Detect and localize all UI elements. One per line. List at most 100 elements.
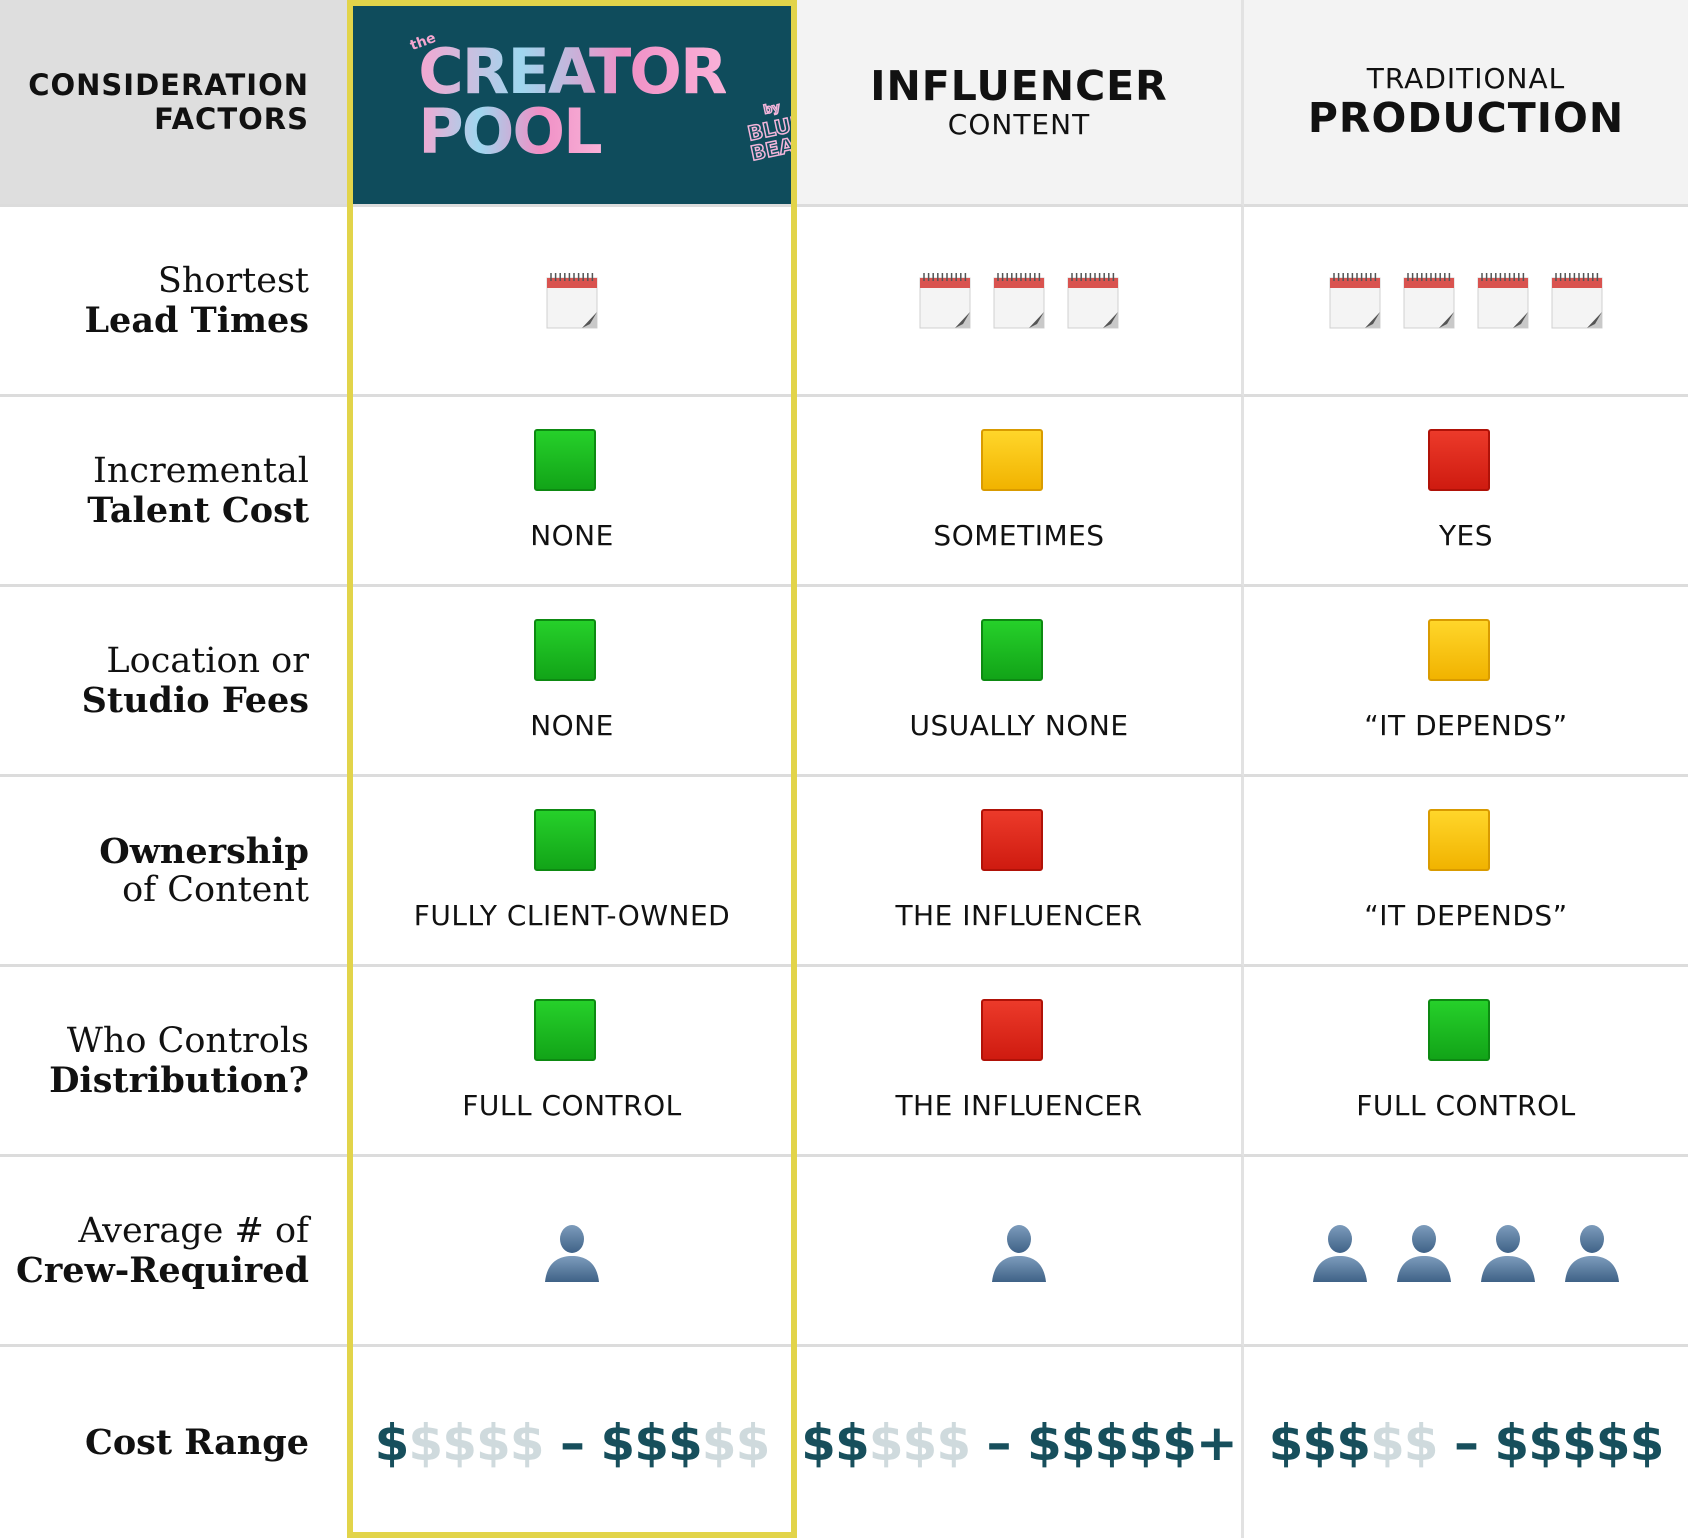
- creator-crew: [350, 1157, 797, 1347]
- cost-dash: –: [1437, 1413, 1495, 1472]
- status-label: USUALLY NONE: [909, 709, 1129, 742]
- calendar-icon: [1551, 272, 1603, 330]
- factor-line1: Average # of: [78, 1210, 309, 1251]
- status-square: [534, 429, 596, 491]
- cost-low-dark: $$$: [1268, 1413, 1371, 1472]
- cost-dash: –: [970, 1413, 1027, 1472]
- status-label: “IT DEPENDS”: [1364, 899, 1568, 932]
- traditional-studio-fees: “IT DEPENDS”: [1244, 587, 1688, 777]
- calendar-icon: [919, 272, 971, 330]
- traditional-cost-range: $$$$$ – $$$$$: [1244, 1347, 1688, 1538]
- creator-talent-cost: NONE: [350, 397, 797, 587]
- cost-low-light: $$: [1370, 1413, 1439, 1472]
- factor-ownership: Ownership of Content: [0, 777, 350, 967]
- person-icon: [1561, 1220, 1623, 1282]
- cost-high-light: $$: [701, 1413, 771, 1472]
- cost-high-dark: $$$$$: [1494, 1413, 1664, 1472]
- factor-talent-cost: Incremental Talent Cost: [0, 397, 350, 587]
- cost-range: $$$$$ – $$$$$+: [801, 1413, 1238, 1472]
- status-label: FULL CONTROL: [1356, 1089, 1576, 1122]
- factor-line2: Distribution?: [49, 1059, 309, 1101]
- status-square: [1428, 429, 1490, 491]
- status-label: “IT DEPENDS”: [1364, 709, 1568, 742]
- traditional-crew: [1244, 1157, 1688, 1347]
- creator-pool-logo: the CREATOR POOL by BLUE BEAR: [408, 30, 812, 168]
- header-influencer-title: INFLUENCER: [870, 62, 1168, 110]
- status-label: THE INFLUENCER: [895, 1089, 1143, 1122]
- status-label: SOMETIMES: [933, 519, 1105, 552]
- factor-line1: Incremental: [93, 450, 309, 491]
- person-icon: [1309, 1220, 1371, 1282]
- cost-low-dark: $$: [801, 1413, 870, 1472]
- calendar-icon: [546, 272, 598, 330]
- header-factors-line2: FACTORS: [154, 102, 309, 136]
- influencer-distribution: THE INFLUENCER: [797, 967, 1244, 1157]
- calendar-icon: [1403, 272, 1455, 330]
- influencer-crew: [797, 1157, 1244, 1347]
- status-label: THE INFLUENCER: [895, 899, 1143, 932]
- person-icon: [988, 1220, 1050, 1282]
- person-icon: [541, 1220, 603, 1282]
- factor-crew: Average # of Crew-Required: [0, 1157, 350, 1347]
- factor-line1: Who Controls: [66, 1020, 309, 1061]
- cost-dash: –: [543, 1413, 601, 1472]
- header-factors-line1: CONSIDERATION: [28, 68, 309, 102]
- calendar-icon: [1067, 272, 1119, 330]
- factor-studio-fees: Location or Studio Fees: [0, 587, 350, 777]
- cost-low-light: $$$$: [408, 1413, 544, 1472]
- traditional-distribution: FULL CONTROL: [1244, 967, 1688, 1157]
- influencer-studio-fees: USUALLY NONE: [797, 587, 1244, 777]
- factor-lead-times: Shortest Lead Times: [0, 207, 350, 397]
- influencer-ownership: THE INFLUENCER: [797, 777, 1244, 967]
- header-influencer-content: INFLUENCER CONTENT: [797, 0, 1244, 207]
- traditional-talent-cost: YES: [1244, 397, 1688, 587]
- factor-distribution: Who Controls Distribution?: [0, 967, 350, 1157]
- status-square: [1428, 619, 1490, 681]
- status-square: [981, 809, 1043, 871]
- cost-range: $$$$$ – $$$$$: [1268, 1413, 1665, 1472]
- calendar-icon: [1477, 272, 1529, 330]
- calendar-icon: [1329, 272, 1381, 330]
- cost-low-dark: $: [374, 1413, 410, 1472]
- cost-high-dark: $$$: [600, 1413, 702, 1472]
- traditional-lead-times: [1244, 207, 1688, 397]
- cost-plus: +: [1195, 1413, 1238, 1472]
- status-square: [981, 999, 1043, 1061]
- status-label: NONE: [530, 519, 614, 552]
- influencer-cost-range: $$$$$ – $$$$$+: [797, 1347, 1244, 1538]
- status-square: [534, 809, 596, 871]
- status-label: FULLY CLIENT-OWNED: [413, 899, 731, 932]
- creator-distribution: FULL CONTROL: [350, 967, 797, 1157]
- status-square: [981, 429, 1043, 491]
- header-influencer-subtitle: CONTENT: [947, 108, 1091, 141]
- creator-studio-fees: NONE: [350, 587, 797, 777]
- factor-line1: Cost Range: [84, 1422, 309, 1463]
- cost-range: $$$$$ – $$$$$: [374, 1413, 771, 1472]
- factor-line2: Talent Cost: [87, 489, 309, 531]
- creator-ownership: FULLY CLIENT-OWNED: [350, 777, 797, 967]
- person-icon: [1393, 1220, 1455, 1282]
- calendar-icon: [993, 272, 1045, 330]
- status-square: [981, 619, 1043, 681]
- logo-line2: POOL: [418, 95, 602, 168]
- factor-cost-range: Cost Range: [0, 1347, 350, 1538]
- status-label: YES: [1438, 519, 1494, 552]
- factor-line2: Crew-Required: [16, 1249, 309, 1291]
- status-label: FULL CONTROL: [462, 1089, 682, 1122]
- influencer-lead-times: [797, 207, 1244, 397]
- factor-line2: Studio Fees: [81, 679, 309, 721]
- cost-high-dark: $$$$$: [1026, 1413, 1197, 1472]
- factor-line2: of Content: [122, 869, 309, 910]
- factor-line1: Shortest: [157, 260, 309, 301]
- status-square: [534, 999, 596, 1061]
- header-traditional-title: PRODUCTION: [1307, 94, 1625, 142]
- creator-lead-times: [350, 207, 797, 397]
- status-square: [1428, 809, 1490, 871]
- header-consideration-factors: CONSIDERATION FACTORS: [0, 0, 350, 207]
- creator-cost-range: $$$$$ – $$$$$: [350, 1347, 797, 1538]
- traditional-ownership: “IT DEPENDS”: [1244, 777, 1688, 967]
- factor-line1: Location or: [106, 640, 309, 681]
- cost-low-light: $$$: [868, 1413, 971, 1472]
- person-icon: [1477, 1220, 1539, 1282]
